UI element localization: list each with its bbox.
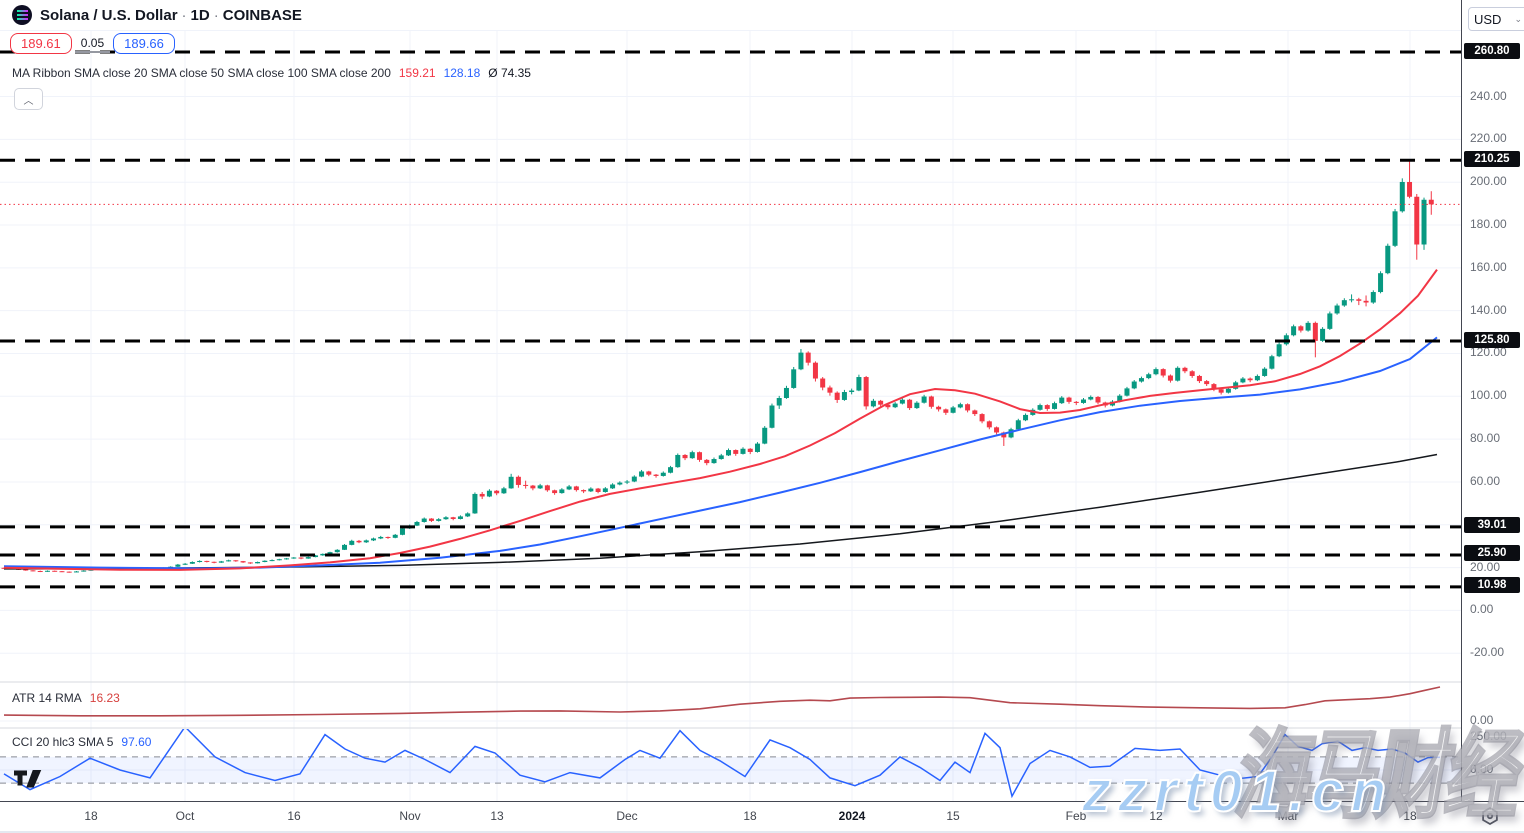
time-label: Feb: [1065, 809, 1087, 823]
atr-value: 16.23: [89, 691, 120, 705]
time-label: 18: [743, 809, 757, 823]
spread-value: 0.05: [74, 34, 111, 53]
symbol-title[interactable]: Solana / U.S. Dollar · 1D · COINBASE: [40, 6, 302, 24]
chart-canvas[interactable]: [0, 0, 1461, 801]
collapse-legend-button[interactable]: ︿: [14, 88, 43, 110]
price-label: 80.00: [1470, 431, 1501, 446]
price-label: 20.00: [1470, 559, 1501, 574]
price-label: 180.00: [1470, 217, 1507, 232]
settings-gear-icon[interactable]: [1480, 806, 1500, 826]
cci-scale-label: 0.00: [1470, 762, 1494, 776]
chevron-down-icon: ⌄: [1514, 13, 1522, 24]
sma20-value: 159.21: [398, 66, 436, 80]
price-label: 160.00: [1470, 259, 1507, 274]
price-level-badge: 125.80: [1464, 331, 1520, 348]
sma50-value: 128.18: [443, 66, 481, 80]
exchange-label: COINBASE: [222, 6, 302, 24]
symbol-header: Solana / U.S. Dollar · 1D · COINBASE: [0, 0, 1461, 31]
time-label: Nov: [399, 809, 421, 823]
price-label: 120.00: [1470, 345, 1507, 360]
interval-label: 1D: [190, 6, 210, 24]
time-label: 18: [1403, 809, 1417, 823]
ma-ribbon-legend[interactable]: MA Ribbon SMA close 20 SMA close 50 SMA …: [12, 66, 531, 80]
cci-scale-label: 250.00: [1470, 729, 1507, 744]
price-label: 140.00: [1470, 302, 1507, 317]
buy-button[interactable]: 189.66: [113, 33, 175, 54]
time-label: Mar: [1277, 809, 1299, 823]
time-axis[interactable]: 18 Oct 16 Nov 13 Dec 18 2024 15 Feb 12 Mar 18: [0, 801, 1524, 833]
sma-avg-value: Ø 74.35: [488, 66, 531, 80]
price-label: -20.00: [1470, 645, 1505, 660]
atr-scale-label: 0.00: [1470, 713, 1494, 727]
price-label: 100.00: [1470, 388, 1507, 403]
atr-legend[interactable]: ATR 14 RMA 16.23: [12, 691, 120, 705]
time-label: Dec: [616, 809, 638, 823]
time-label: 12: [1149, 809, 1163, 823]
time-label: 2024: [838, 809, 866, 823]
cci-value: 97.60: [121, 735, 152, 749]
chevron-up-icon: ︿: [23, 95, 34, 107]
currency-dropdown[interactable]: USD ⌄: [1468, 7, 1524, 31]
time-label: 16: [287, 809, 301, 823]
price-label: 200.00: [1470, 174, 1507, 189]
price-level-badge: 25.90: [1464, 545, 1520, 562]
price-level-badge: 210.25: [1464, 150, 1520, 167]
price-label: 60.00: [1470, 473, 1501, 488]
solana-logo-icon: [12, 5, 32, 25]
price-label: 240.00: [1470, 88, 1507, 103]
sell-button[interactable]: 189.61: [10, 33, 72, 54]
price-level-badge: 39.01: [1464, 517, 1520, 534]
price-label: 0.00: [1470, 602, 1494, 617]
price-axis[interactable]: 240.00 220.00 200.00 180.00 160.00 140.00 120.…: [1461, 0, 1524, 833]
time-label: 15: [946, 809, 960, 823]
price-level-badge: 260.80: [1464, 42, 1520, 59]
cci-legend[interactable]: CCI 20 hlc3 SMA 5 97.60: [12, 735, 152, 749]
time-label: 18: [84, 809, 98, 823]
price-level-badge: 10.98: [1464, 577, 1520, 594]
time-label: 13: [490, 809, 504, 823]
bottom-edge: [0, 831, 1524, 833]
quote-row: 189.61 0.05 189.66: [10, 33, 175, 54]
tradingview-logo[interactable]: [14, 770, 46, 789]
time-label: Oct: [175, 809, 195, 823]
price-label: 220.00: [1470, 131, 1507, 146]
